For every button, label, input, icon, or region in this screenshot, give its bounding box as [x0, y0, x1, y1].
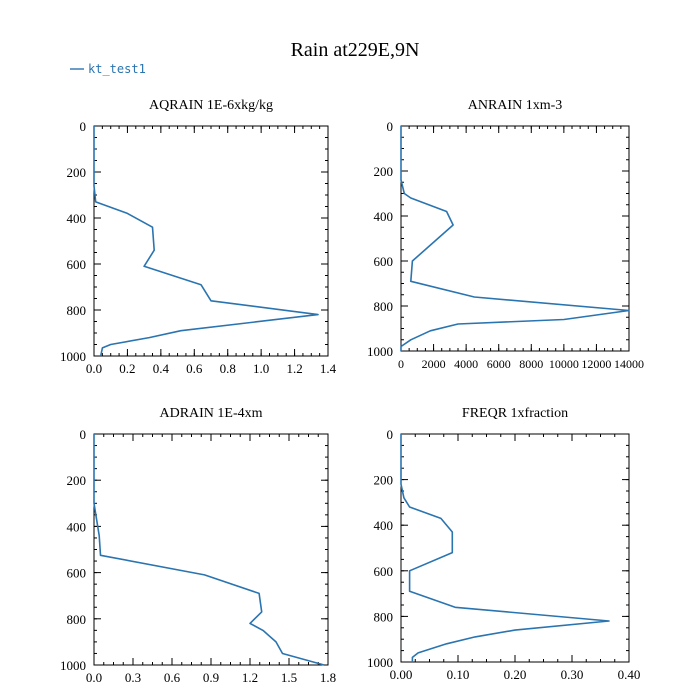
- x-tick-label: 0: [398, 357, 404, 371]
- legend-label: kt_test1: [88, 62, 146, 76]
- x-tick-label: 1.2: [286, 361, 302, 376]
- x-tick-label: 0.3: [125, 670, 141, 685]
- plot-frame: [93, 125, 329, 357]
- y-tick-label: 400: [67, 519, 87, 534]
- y-tick-label: 600: [67, 566, 87, 581]
- y-tick-label: 600: [67, 257, 87, 272]
- legend: kt_test1: [70, 62, 146, 76]
- plot-frame: [400, 125, 630, 352]
- x-tick-label: 4000: [454, 357, 478, 371]
- x-tick-label: 0.20: [504, 667, 527, 682]
- y-tick-label: 0: [387, 119, 394, 134]
- series-line-kt-test1: [93, 126, 319, 357]
- series-line-kt-test1: [400, 434, 610, 662]
- x-tick-label: 14000: [614, 357, 644, 371]
- x-tick-label: 1.5: [281, 670, 297, 685]
- y-tick-label: 200: [67, 165, 87, 180]
- x-tick-label: 6000: [487, 357, 511, 371]
- plot-frame: [400, 433, 630, 663]
- y-tick-label: 200: [374, 164, 394, 179]
- x-tick-label: 12000: [581, 357, 611, 371]
- x-tick-label: 0.10: [447, 667, 470, 682]
- x-tick-label: 0.0: [86, 361, 102, 376]
- y-tick-label: 400: [374, 209, 394, 224]
- x-tick-label: 0.30: [561, 667, 584, 682]
- panel-aqrain: AQRAIN 1E-6xkg/kg 0.0 0.2 0.4 0.6 0.8 1.0 1.2 1.…: [60, 98, 337, 376]
- y-tick-label: 1000: [60, 349, 86, 364]
- x-tick-label: 0.8: [220, 361, 236, 376]
- y-tick-label: 200: [374, 473, 394, 488]
- x-tick-label: 1.4: [320, 361, 337, 376]
- panel-title: FREQR 1xfraction: [462, 406, 568, 421]
- y-tick-label: 0: [80, 119, 87, 134]
- y-tick-label: 800: [374, 299, 394, 314]
- panel-freqr: FREQR 1xfraction 0.00 0.10 0.20 0.30 0.40 0 200…: [367, 406, 640, 682]
- x-tick-label: 0.00: [390, 667, 413, 682]
- panel-title: AQRAIN 1E-6xkg/kg: [149, 98, 273, 113]
- y-tick-label: 600: [374, 564, 394, 579]
- x-tick-label: 8000: [519, 357, 543, 371]
- x-tick-label: 1.8: [320, 670, 336, 685]
- x-tick-label: 1.0: [253, 361, 269, 376]
- x-tick-label: 0.2: [119, 361, 135, 376]
- y-tick-label: 1000: [60, 658, 86, 673]
- y-tick-label: 400: [374, 518, 394, 533]
- panel-title: ANRAIN 1xm-3: [468, 98, 563, 113]
- plot-frame: [93, 433, 329, 666]
- panel-title: ADRAIN 1E-4xm: [159, 406, 262, 421]
- y-tick-label: 800: [67, 303, 87, 318]
- y-tick-label: 1000: [367, 655, 393, 670]
- y-tick-label: 800: [374, 609, 394, 624]
- series-line-kt-test1: [93, 434, 325, 666]
- panel-adrain: ADRAIN 1E-4xm 0.0 0.3 0.6 0.9 1.2 1.5 1.8 0 200 40…: [60, 406, 336, 685]
- x-tick-label: 0.4: [153, 361, 170, 376]
- x-tick-label: 0.0: [86, 670, 102, 685]
- y-tick-label: 0: [387, 427, 394, 442]
- x-tick-label: 2000: [422, 357, 446, 371]
- y-tick-label: 800: [67, 612, 87, 627]
- x-tick-label: 0.9: [203, 670, 219, 685]
- x-tick-label: 0.6: [186, 361, 203, 376]
- y-tick-label: 200: [67, 473, 87, 488]
- x-tick-label: 10000: [549, 357, 579, 371]
- panel-anrain: ANRAIN 1xm-30 2000 4000 6000 8000 10000 12000 1…: [367, 98, 644, 371]
- y-tick-label: 1000: [367, 344, 393, 359]
- x-tick-label: 0.40: [618, 667, 641, 682]
- y-tick-label: 600: [374, 254, 394, 269]
- x-tick-label: 0.6: [164, 670, 181, 685]
- series-line-kt-test1: [400, 126, 630, 351]
- figure-title: Rain at229E,9N: [291, 39, 420, 61]
- y-tick-label: 400: [67, 211, 87, 226]
- x-tick-label: 1.2: [242, 670, 258, 685]
- y-tick-label: 0: [80, 427, 87, 442]
